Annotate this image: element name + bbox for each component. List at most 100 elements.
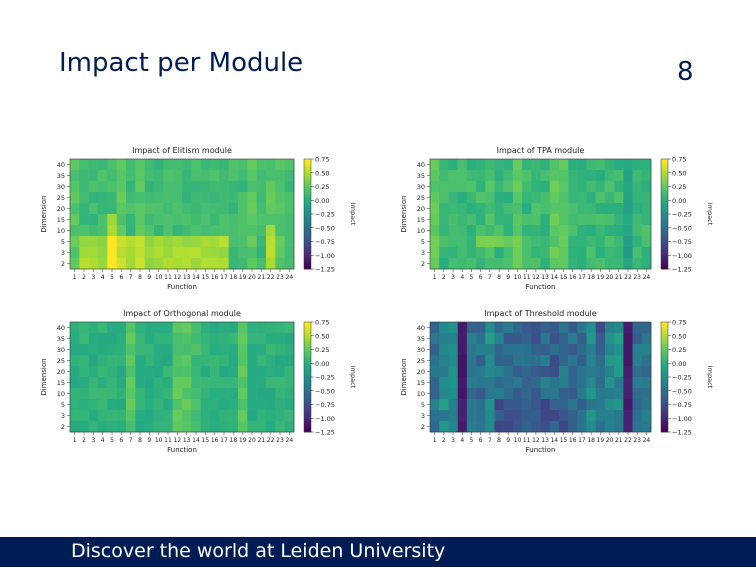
- heatmap-cell: [182, 421, 192, 433]
- heatmap-cell: [604, 377, 615, 389]
- heatmap-cell: [568, 225, 578, 237]
- heatmap-cell: [126, 214, 136, 226]
- heatmap-cell: [577, 181, 587, 193]
- heatmap-cell: [275, 181, 285, 193]
- heatmap-cell: [568, 214, 578, 226]
- heatmap-cell: [238, 203, 248, 215]
- heatmap-cell: [154, 247, 164, 259]
- heatmap-cell: [238, 225, 248, 237]
- heatmap-cell: [430, 333, 440, 345]
- colorbar-segment: [661, 255, 668, 259]
- colorbar-segment: [661, 172, 668, 176]
- x-tick-label: 14: [192, 274, 200, 281]
- heatmap-cell: [494, 170, 504, 182]
- heatmap-cell: [116, 322, 127, 334]
- heatmap-cell: [623, 377, 633, 389]
- heatmap-cell: [568, 333, 578, 345]
- heatmap-cell: [98, 322, 108, 334]
- heatmap-cell: [522, 258, 532, 270]
- y-tick-label: 15: [57, 216, 65, 224]
- heatmap-cell: [604, 258, 615, 270]
- y-tick-label: 3: [421, 249, 425, 257]
- heatmap-cell: [219, 322, 229, 334]
- heatmap-cell: [439, 203, 449, 215]
- colorbar-segment: [661, 222, 668, 226]
- heatmap-cell: [540, 258, 551, 270]
- x-tick-label: 24: [286, 274, 294, 281]
- heatmap-cell: [70, 192, 80, 204]
- heatmap-cell: [430, 225, 440, 237]
- x-tick-label: 19: [597, 274, 605, 281]
- x-tick-label: 21: [615, 437, 623, 444]
- heatmap-cell: [247, 333, 257, 345]
- y-tick-label: 5: [421, 401, 425, 409]
- heatmap-cell: [623, 366, 633, 378]
- heatmap-cell: [98, 377, 108, 389]
- heatmap-cell: [107, 322, 117, 334]
- heatmap-cell: [266, 377, 276, 389]
- heatmap-cell: [219, 159, 229, 171]
- heatmap-cell: [107, 377, 117, 389]
- x-tick-label: 23: [633, 437, 641, 444]
- heatmap-cell: [116, 366, 127, 378]
- heatmap-cell: [228, 214, 239, 226]
- colorbar-segment: [661, 401, 668, 405]
- y-axis-label: Dimension: [40, 195, 48, 232]
- heatmap-cell: [228, 181, 239, 193]
- colorbar-segment: [661, 164, 668, 168]
- heatmap-cell: [275, 170, 285, 182]
- heatmap-cell: [200, 377, 211, 389]
- heatmap-cell: [632, 214, 643, 226]
- colorbar-tick-label: −0.25: [672, 374, 692, 382]
- colorbar-segment: [661, 371, 668, 375]
- heatmap-cell: [284, 322, 295, 334]
- heatmap-cell: [256, 192, 267, 204]
- heatmap-cell: [172, 225, 183, 237]
- heatmap-cell: [238, 247, 248, 259]
- heatmap-cell: [568, 258, 578, 270]
- heatmap-cell: [485, 225, 495, 237]
- heatmap-cell: [163, 322, 173, 334]
- heatmap-cell: [191, 247, 201, 259]
- heatmap-cell: [126, 203, 136, 215]
- heatmap-cell: [266, 399, 276, 411]
- heatmap-cell: [210, 192, 220, 204]
- heatmap-cell: [512, 236, 523, 248]
- heatmap-cell: [191, 159, 201, 171]
- colorbar-segment: [661, 360, 668, 364]
- heatmap-cell: [531, 214, 541, 226]
- heatmap-cell: [79, 344, 89, 356]
- heatmap-cell: [522, 377, 532, 389]
- heatmap-cell: [126, 344, 136, 356]
- y-tick-label: 2: [421, 423, 425, 431]
- heatmap-cell: [238, 344, 248, 356]
- heatmap-cell: [503, 344, 514, 356]
- heatmap-cell: [163, 333, 173, 345]
- heatmap-cell: [522, 181, 532, 193]
- heatmap-cell: [522, 366, 532, 378]
- colorbar-segment: [304, 194, 311, 198]
- heatmap-cell: [614, 170, 624, 182]
- colorbar-tick-label: 0.25: [315, 183, 329, 191]
- x-tick-label: 4: [101, 437, 105, 444]
- y-tick-label: 25: [417, 357, 425, 365]
- heatmap-cell: [604, 322, 615, 334]
- heatmap-cell: [70, 159, 80, 171]
- heatmap-cell: [623, 421, 633, 433]
- heatmap-cell: [577, 377, 587, 389]
- heatmap-cell: [531, 236, 541, 248]
- heatmap-cell: [512, 170, 523, 182]
- heatmap-cell: [531, 388, 541, 400]
- heatmap-cell: [586, 258, 597, 270]
- heatmap-cell: [126, 377, 136, 389]
- heatmap-cell: [219, 410, 229, 422]
- x-tick-label: 14: [192, 437, 200, 444]
- heatmap-cell: [614, 388, 624, 400]
- colorbar-segment: [661, 266, 668, 270]
- x-tick-label: 16: [569, 274, 577, 281]
- colorbar-segment: [661, 412, 668, 416]
- colorbar-segment: [661, 192, 668, 196]
- colorbar-segment: [661, 241, 668, 245]
- heatmap-cell: [604, 388, 615, 400]
- heatmap-cell: [457, 181, 468, 193]
